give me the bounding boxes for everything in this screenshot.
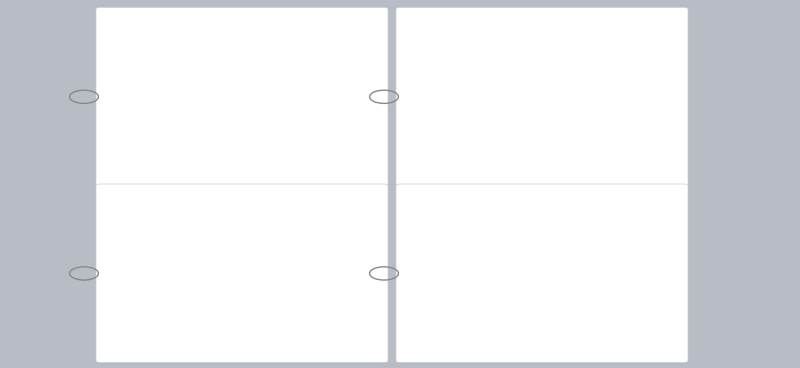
Text: y: y xyxy=(245,12,250,21)
Text: y: y xyxy=(245,189,250,198)
Bar xyxy=(482,34,608,160)
Text: y: y xyxy=(545,189,550,198)
Text: 6: 6 xyxy=(606,102,610,108)
Text: x: x xyxy=(622,275,628,284)
Text: Y: Y xyxy=(598,137,602,146)
Bar xyxy=(534,55,598,139)
Text: 6: 6 xyxy=(606,279,610,285)
Text: Z: Z xyxy=(597,225,602,234)
Text: 6: 6 xyxy=(306,102,310,108)
Text: x: x xyxy=(322,275,328,284)
Text: x: x xyxy=(322,98,328,107)
Bar xyxy=(534,231,598,273)
Text: W: W xyxy=(254,48,262,57)
Text: Z: Z xyxy=(597,48,602,57)
Text: X: X xyxy=(529,137,534,146)
Text: Y: Y xyxy=(187,137,192,146)
Bar xyxy=(182,34,308,160)
Text: -6: -6 xyxy=(178,279,186,285)
Text: -6: -6 xyxy=(178,102,186,108)
Text: X: X xyxy=(186,267,192,276)
Text: Y: Y xyxy=(529,225,534,234)
Text: W: W xyxy=(254,267,262,276)
Text: 6: 6 xyxy=(306,279,310,285)
Bar xyxy=(482,210,608,336)
Text: W: W xyxy=(596,272,604,281)
Text: x: x xyxy=(622,98,628,107)
Text: X: X xyxy=(529,272,534,281)
Bar xyxy=(182,210,308,336)
Text: -6: -6 xyxy=(478,102,486,108)
Text: y: y xyxy=(545,12,550,21)
Text: Z: Z xyxy=(186,48,192,57)
Text: W: W xyxy=(527,48,535,57)
Bar xyxy=(193,273,255,336)
Bar xyxy=(193,55,255,139)
Text: Z: Z xyxy=(255,335,261,344)
Text: X: X xyxy=(255,137,261,146)
Text: Y: Y xyxy=(187,335,192,344)
Text: -6: -6 xyxy=(478,279,486,285)
